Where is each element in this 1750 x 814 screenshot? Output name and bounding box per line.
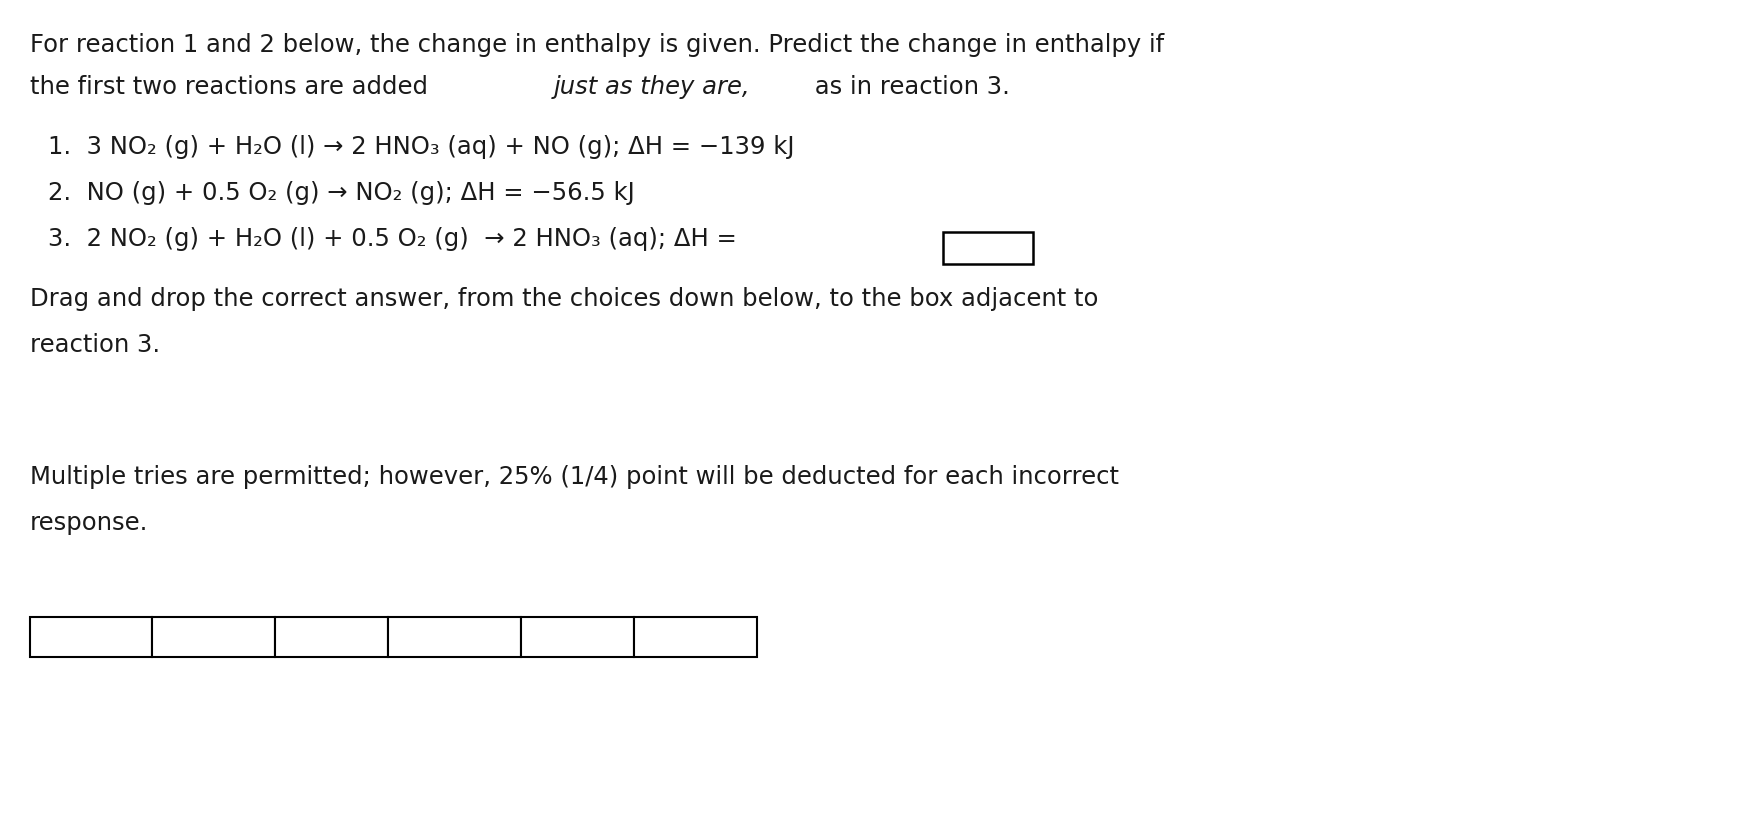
Text: 1.  3 NO₂ (g) + H₂O (l) → 2 HNO₃ (aq) + NO (g); ΔH = −139 kJ: 1. 3 NO₂ (g) + H₂O (l) → 2 HNO₃ (aq) + N… <box>47 135 794 159</box>
Text: just as they are,: just as they are, <box>553 75 751 99</box>
Text: 196 kJ: 196 kJ <box>532 634 602 654</box>
Text: For reaction 1 and 2 below, the change in enthalpy is given. Predict the change : For reaction 1 and 2 below, the change i… <box>30 33 1164 57</box>
Text: 249 kJ: 249 kJ <box>287 634 357 654</box>
Text: -82.5 kJ: -82.5 kJ <box>401 634 485 654</box>
FancyBboxPatch shape <box>943 232 1032 264</box>
Text: Drag and drop the correct answer, from the choices down below, to the box adjace: Drag and drop the correct answer, from t… <box>30 287 1099 311</box>
Text: Multiple tries are permitted; however, 25% (1/4) point will be deducted for each: Multiple tries are permitted; however, 2… <box>30 465 1118 489</box>
Text: reaction 3.: reaction 3. <box>30 333 161 357</box>
Text: 82.5 kJ: 82.5 kJ <box>42 634 117 654</box>
Text: 2.  NO (g) + 0.5 O₂ (g) → NO₂ (g); ΔH = −56.5 kJ: 2. NO (g) + 0.5 O₂ (g) → NO₂ (g); ΔH = −… <box>47 181 635 205</box>
FancyBboxPatch shape <box>388 617 522 657</box>
FancyBboxPatch shape <box>522 617 634 657</box>
FancyBboxPatch shape <box>634 617 758 657</box>
Text: the first two reactions are added: the first two reactions are added <box>30 75 436 99</box>
FancyBboxPatch shape <box>30 617 152 657</box>
FancyBboxPatch shape <box>152 617 275 657</box>
Text: -196 kJ: -196 kJ <box>164 634 242 654</box>
Text: as in reaction 3.: as in reaction 3. <box>807 75 1010 99</box>
Text: response.: response. <box>30 511 149 535</box>
FancyBboxPatch shape <box>275 617 388 657</box>
Text: -249 kJ: -249 kJ <box>646 634 723 654</box>
Text: 3.  2 NO₂ (g) + H₂O (l) + 0.5 O₂ (g)  → 2 HNO₃ (aq); ΔH =: 3. 2 NO₂ (g) + H₂O (l) + 0.5 O₂ (g) → 2 … <box>47 227 737 251</box>
